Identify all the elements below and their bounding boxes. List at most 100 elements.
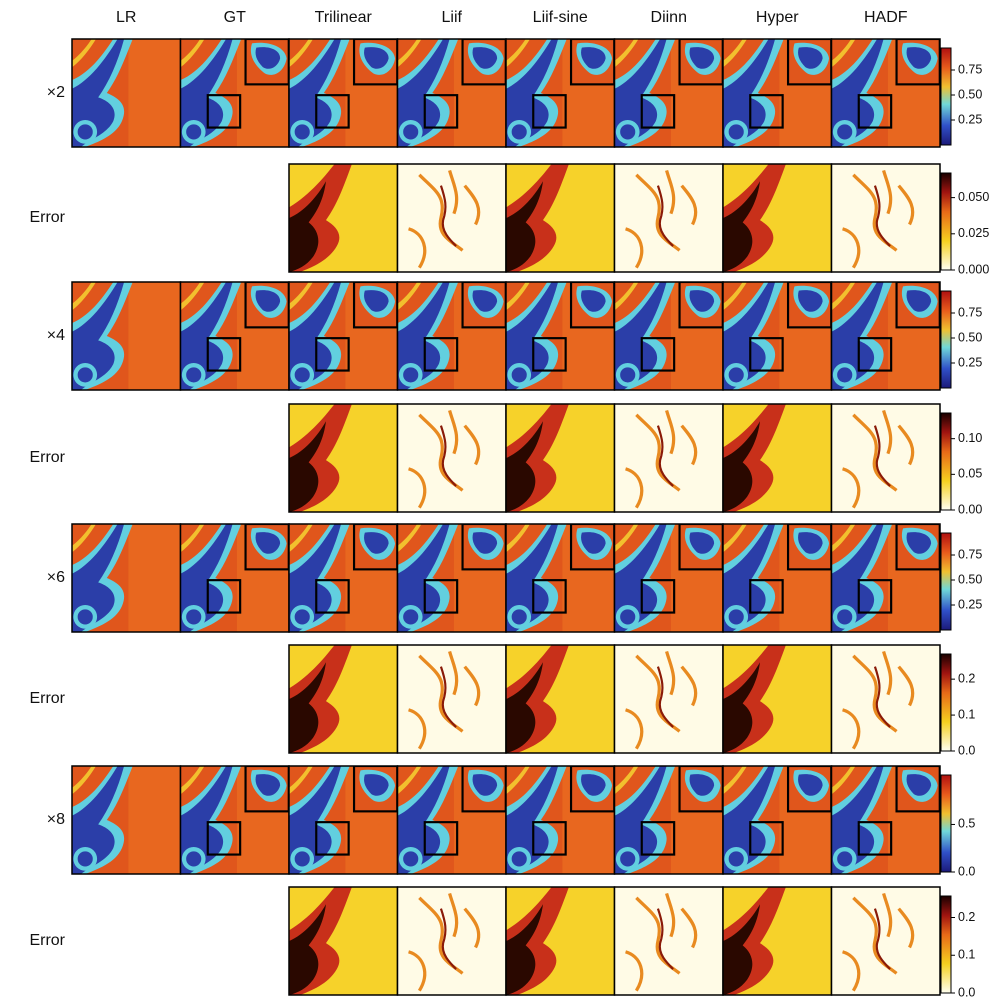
image-panel [615, 524, 723, 632]
image-panel [615, 404, 723, 512]
image-panel [723, 164, 831, 272]
row-label: ×2 [47, 84, 65, 101]
image-panel [506, 404, 614, 512]
row-label: Error [29, 209, 65, 226]
image-panel [398, 524, 506, 632]
colorbar-tick-label: 0.1 [958, 948, 975, 962]
row-label: Error [29, 449, 65, 466]
page: LRGTTrilinearLiifLiif-sineDiinnHyperHADF… [0, 0, 1003, 1001]
image-panel [398, 645, 506, 753]
colorbar [941, 533, 951, 630]
image-panel [615, 39, 723, 147]
image-panel [398, 282, 506, 390]
image-panel [289, 39, 397, 147]
image-panel [832, 282, 940, 390]
colorbar-tick-label: 0.10 [958, 431, 982, 445]
image-panel [615, 164, 723, 272]
column-header: Hyper [756, 9, 799, 26]
colorbar-tick-label: 0.000 [958, 262, 989, 276]
image-panel [506, 282, 614, 390]
colorbar-tick-label: 0.50 [958, 87, 982, 101]
image-panel [72, 282, 180, 390]
image-panel [289, 645, 397, 753]
image-panel [832, 766, 940, 874]
image-panel [723, 766, 831, 874]
colorbar-tick-label: 0.1 [958, 707, 975, 721]
image-panel [506, 164, 614, 272]
colorbar-tick-label: 0.050 [958, 190, 989, 204]
image-panel [615, 766, 723, 874]
image-panel [506, 766, 614, 874]
colorbar-tick-label: 0.05 [958, 467, 982, 481]
image-panel [181, 39, 289, 147]
column-header: Trilinear [315, 9, 373, 26]
image-panel [181, 524, 289, 632]
image-panel [506, 39, 614, 147]
colorbar-tick-label: 0.0 [958, 985, 975, 999]
colorbar-tick-label: 0.025 [958, 226, 989, 240]
image-panel [615, 282, 723, 390]
image-panel [181, 282, 289, 390]
column-header: GT [224, 9, 246, 26]
colorbar-tick-label: 0.25 [958, 355, 982, 369]
image-panel [289, 164, 397, 272]
image-panel [398, 39, 506, 147]
image-panel [398, 766, 506, 874]
colorbar-tick-label: 0.25 [958, 597, 982, 611]
image-panel [289, 766, 397, 874]
image-panel [723, 524, 831, 632]
image-panel [72, 766, 180, 874]
colorbar-tick-label: 0.75 [958, 305, 982, 319]
image-panel [832, 887, 940, 995]
image-panel [723, 645, 831, 753]
image-panel [181, 766, 289, 874]
colorbar [941, 654, 951, 751]
column-header: Diinn [651, 9, 687, 26]
colorbar [941, 413, 951, 510]
figure: LRGTTrilinearLiifLiif-sineDiinnHyperHADF… [0, 0, 1003, 1001]
row-label: Error [29, 690, 65, 707]
image-panel [615, 645, 723, 753]
image-panel [506, 645, 614, 753]
row-label: ×8 [47, 811, 65, 828]
row-label: Error [29, 932, 65, 949]
colorbar-tick-label: 0.5 [958, 817, 975, 831]
image-panel [398, 404, 506, 512]
image-panel [723, 282, 831, 390]
image-panel [832, 524, 940, 632]
colorbar-tick-label: 0.0 [958, 864, 975, 878]
image-panel [72, 524, 180, 632]
colorbar-tick-label: 0.75 [958, 62, 982, 76]
image-panel [398, 164, 506, 272]
image-panel [832, 39, 940, 147]
image-panel [832, 645, 940, 753]
colorbar-tick-label: 0.75 [958, 547, 982, 561]
colorbar-tick-label: 0.0 [958, 743, 975, 757]
colorbar [941, 896, 951, 993]
image-panel [289, 524, 397, 632]
image-panel [506, 887, 614, 995]
image-panel [615, 887, 723, 995]
colorbar [941, 48, 951, 145]
colorbar [941, 173, 951, 270]
colorbar-tick-label: 0.2 [958, 671, 975, 685]
row-label: ×6 [47, 569, 65, 586]
column-header: Liif-sine [533, 9, 588, 26]
colorbar [941, 291, 951, 388]
image-panel [723, 887, 831, 995]
column-header: Liif [442, 9, 463, 26]
image-panel [832, 164, 940, 272]
colorbar-tick-label: 0.00 [958, 502, 982, 516]
image-panel [289, 282, 397, 390]
image-panel [398, 887, 506, 995]
colorbar-tick-label: 0.50 [958, 572, 982, 586]
colorbar-tick-label: 0.2 [958, 910, 975, 924]
image-panel [723, 39, 831, 147]
colorbar [941, 775, 951, 872]
colorbar-tick-label: 0.25 [958, 112, 982, 126]
image-panel [723, 404, 831, 512]
column-header: LR [116, 9, 136, 26]
image-panel [289, 887, 397, 995]
image-panel [506, 524, 614, 632]
image-panel [72, 39, 180, 147]
